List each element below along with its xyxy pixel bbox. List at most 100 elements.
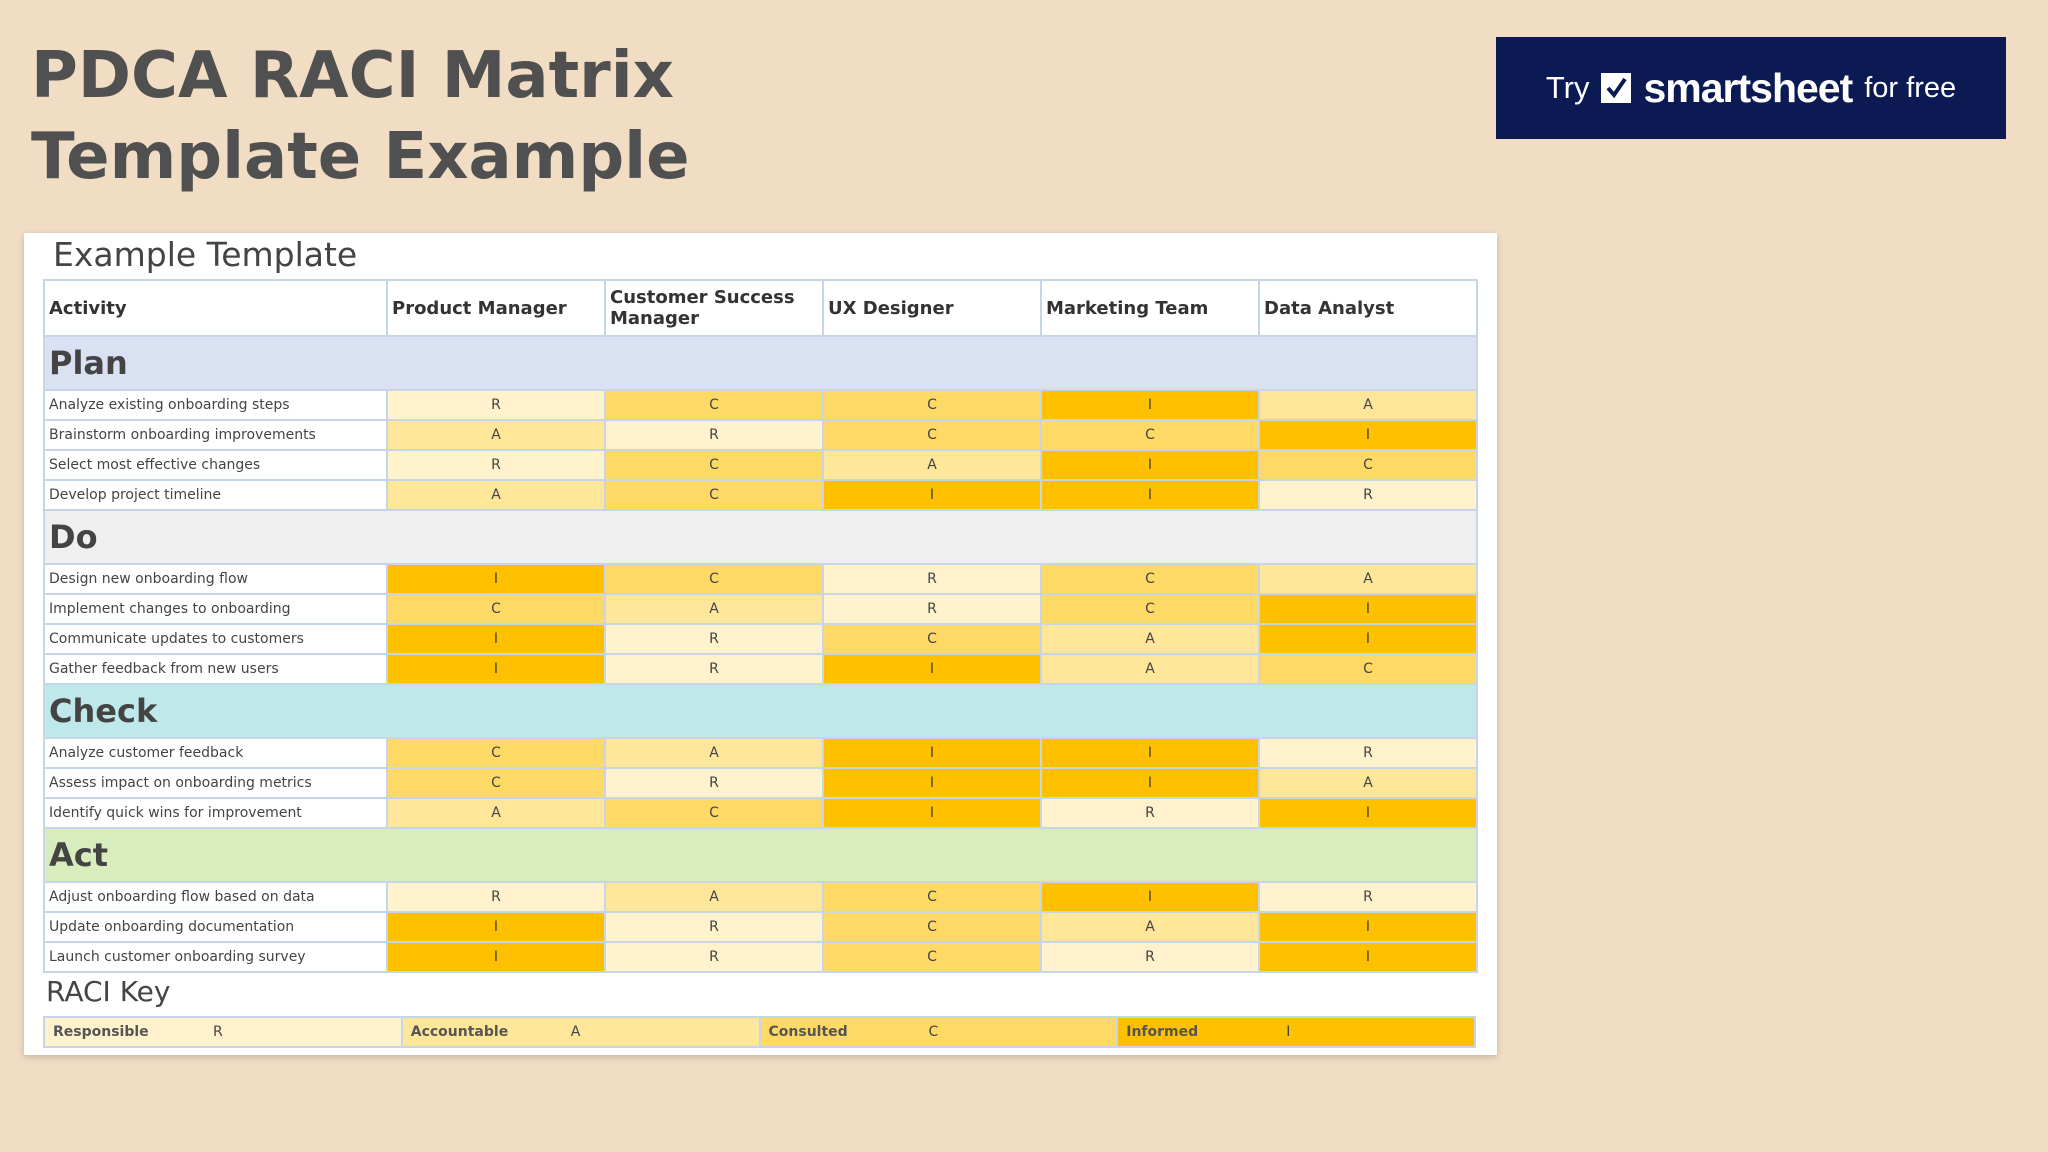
raci-cell[interactable]: C (1040, 563, 1260, 595)
raci-cell[interactable]: R (1258, 881, 1478, 913)
activity-cell[interactable]: Analyze customer feedback (43, 737, 388, 769)
raci-cell[interactable]: R (604, 911, 824, 943)
activity-cell[interactable]: Communicate updates to customers (43, 623, 388, 655)
raci-cell[interactable]: I (1040, 389, 1260, 421)
column-header: Activity (43, 279, 388, 337)
raci-cell[interactable]: R (1258, 737, 1478, 769)
raci-cell[interactable]: C (822, 389, 1042, 421)
raci-cell[interactable]: A (1258, 767, 1478, 799)
raci-cell[interactable]: A (604, 737, 824, 769)
cta-brand-label: smartsheet (1643, 64, 1853, 111)
raci-cell[interactable]: C (604, 563, 824, 595)
activity-cell[interactable]: Update onboarding documentation (43, 911, 388, 943)
raci-cell[interactable]: I (1040, 449, 1260, 481)
raci-cell[interactable]: R (386, 449, 606, 481)
activity-cell[interactable]: Analyze existing onboarding steps (43, 389, 388, 421)
try-smartsheet-button[interactable]: Try smartsheet for free (1496, 37, 2006, 139)
raci-cell[interactable]: C (822, 419, 1042, 451)
raci-cell[interactable]: I (1040, 479, 1260, 511)
raci-cell[interactable]: C (1258, 653, 1478, 685)
raci-cell[interactable]: A (604, 881, 824, 913)
raci-cell[interactable]: C (822, 623, 1042, 655)
raci-cell[interactable]: I (822, 653, 1042, 685)
raci-cell[interactable]: C (1040, 593, 1260, 625)
activity-cell[interactable]: Design new onboarding flow (43, 563, 388, 595)
raci-cell[interactable]: A (1040, 653, 1260, 685)
raci-cell[interactable]: C (604, 479, 824, 511)
raci-cell[interactable]: R (1258, 479, 1478, 511)
raci-cell[interactable]: A (386, 479, 606, 511)
raci-cell[interactable]: C (604, 389, 824, 421)
raci-cell[interactable]: A (1258, 563, 1478, 595)
page-title-line-1: PDCA RACI Matrix (31, 39, 674, 113)
raci-cell[interactable]: R (386, 389, 606, 421)
raci-cell[interactable]: C (604, 797, 824, 829)
table-row: Launch customer onboarding survey I R C R I (43, 941, 1478, 973)
raci-cell[interactable]: R (604, 767, 824, 799)
raci-cell[interactable]: I (1258, 419, 1478, 451)
header-row: Activity Product Manager Customer Success … (43, 279, 1478, 337)
raci-cell[interactable]: C (1258, 449, 1478, 481)
raci-cell[interactable]: A (604, 593, 824, 625)
raci-cell[interactable]: C (1040, 419, 1260, 451)
raci-cell[interactable]: C (604, 449, 824, 481)
raci-cell[interactable]: A (822, 449, 1042, 481)
raci-cell[interactable]: I (1040, 737, 1260, 769)
raci-cell[interactable]: I (386, 623, 606, 655)
check-icon (1601, 73, 1632, 103)
cta-try-label: Try (1545, 70, 1590, 105)
column-header: Customer Success Manager (604, 279, 824, 337)
raci-cell[interactable]: C (386, 737, 606, 769)
activity-cell[interactable]: Gather feedback from new users (43, 653, 388, 685)
activity-cell[interactable]: Assess impact on onboarding metrics (43, 767, 388, 799)
raci-cell[interactable]: C (822, 881, 1042, 913)
cta-free-label: for free (1864, 71, 1957, 104)
raci-cell[interactable]: I (1040, 767, 1260, 799)
raci-cell[interactable]: C (822, 941, 1042, 973)
raci-cell[interactable]: R (1040, 941, 1260, 973)
raci-cell[interactable]: C (386, 767, 606, 799)
raci-cell[interactable]: R (604, 419, 824, 451)
raci-cell[interactable]: R (604, 653, 824, 685)
activity-cell[interactable]: Identify quick wins for improvement (43, 797, 388, 829)
raci-cell[interactable]: A (386, 419, 606, 451)
raci-cell[interactable]: A (1040, 623, 1260, 655)
raci-cell[interactable]: C (822, 911, 1042, 943)
activity-cell[interactable]: Brainstorm onboarding improvements (43, 419, 388, 451)
activity-cell[interactable]: Develop project timeline (43, 479, 388, 511)
activity-cell[interactable]: Select most effective changes (43, 449, 388, 481)
raci-cell[interactable]: I (822, 737, 1042, 769)
raci-cell[interactable]: R (822, 593, 1042, 625)
phase-label: Do (43, 509, 1478, 565)
raci-cell[interactable]: I (1258, 941, 1478, 973)
raci-cell[interactable]: I (1258, 623, 1478, 655)
activity-cell[interactable]: Implement changes to onboarding (43, 593, 388, 625)
raci-key-code: I (1286, 1024, 1291, 1040)
raci-cell[interactable]: R (1040, 797, 1260, 829)
raci-cell[interactable]: A (386, 797, 606, 829)
activity-cell[interactable]: Adjust onboarding flow based on data (43, 881, 388, 913)
raci-cell[interactable]: I (386, 911, 606, 943)
activity-cell[interactable]: Launch customer onboarding survey (43, 941, 388, 973)
raci-cell[interactable]: I (1258, 911, 1478, 943)
table-row: Implement changes to onboarding C A R C I (43, 593, 1478, 625)
raci-cell[interactable]: I (1258, 797, 1478, 829)
raci-cell[interactable]: I (386, 653, 606, 685)
raci-cell[interactable]: R (604, 941, 824, 973)
raci-cell[interactable]: R (822, 563, 1042, 595)
raci-cell[interactable]: I (386, 941, 606, 973)
raci-cell[interactable]: I (1040, 881, 1260, 913)
table-row: Brainstorm onboarding improvements A R C C I (43, 419, 1478, 451)
raci-cell[interactable]: A (1258, 389, 1478, 421)
page-title: PDCA RACI Matrix Template Example (31, 36, 690, 198)
raci-cell[interactable]: I (822, 797, 1042, 829)
raci-cell[interactable]: I (822, 767, 1042, 799)
table-row: Design new onboarding flow I C R C A (43, 563, 1478, 595)
raci-cell[interactable]: R (386, 881, 606, 913)
raci-cell[interactable]: I (822, 479, 1042, 511)
raci-cell[interactable]: R (604, 623, 824, 655)
raci-cell[interactable]: C (386, 593, 606, 625)
raci-cell[interactable]: I (386, 563, 606, 595)
raci-cell[interactable]: A (1040, 911, 1260, 943)
raci-cell[interactable]: I (1258, 593, 1478, 625)
